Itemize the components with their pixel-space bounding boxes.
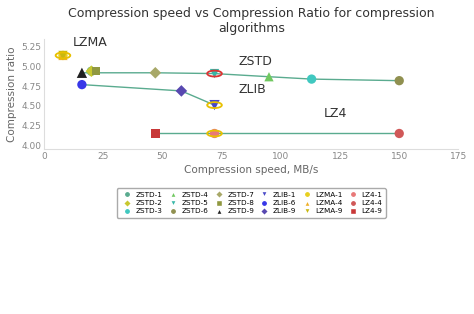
Point bbox=[59, 53, 67, 58]
Point bbox=[308, 77, 315, 82]
Point bbox=[152, 131, 159, 136]
Title: Compression speed vs Compression Ratio for compression
algorithms: Compression speed vs Compression Ratio f… bbox=[68, 7, 435, 35]
Point bbox=[178, 89, 185, 94]
X-axis label: Compression speed, MB/s: Compression speed, MB/s bbox=[184, 165, 319, 175]
Point bbox=[78, 82, 86, 87]
Point bbox=[211, 131, 219, 136]
Y-axis label: Compression ratio: Compression ratio bbox=[7, 46, 17, 142]
Text: LZMA: LZMA bbox=[73, 36, 107, 49]
Point bbox=[88, 69, 95, 74]
Point bbox=[78, 70, 86, 75]
Point bbox=[395, 78, 403, 83]
Point bbox=[59, 53, 67, 58]
Point bbox=[88, 69, 95, 74]
Point bbox=[92, 69, 100, 74]
Text: ZSTD: ZSTD bbox=[238, 55, 272, 68]
Point bbox=[265, 74, 273, 79]
Point bbox=[395, 131, 403, 136]
Text: LZ4: LZ4 bbox=[323, 107, 347, 120]
Point bbox=[59, 53, 67, 58]
Point bbox=[152, 70, 159, 75]
Point bbox=[211, 71, 219, 76]
Text: ZLIB: ZLIB bbox=[238, 84, 266, 96]
Point bbox=[211, 103, 219, 108]
Legend: ZSTD-1, ZSTD-2, ZSTD-3, ZSTD-4, ZSTD-5, ZSTD-6, ZSTD-7, ZSTD-8, ZSTD-9, ZLIB-1, : ZSTD-1, ZSTD-2, ZSTD-3, ZSTD-4, ZSTD-5, … bbox=[117, 188, 386, 218]
